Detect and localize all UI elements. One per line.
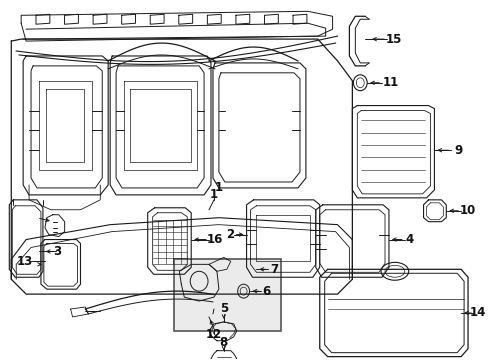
Text: 15: 15 (385, 33, 401, 46)
Bar (174, 260, 281, 331)
Text: 8: 8 (219, 336, 227, 349)
Text: 12: 12 (205, 328, 222, 341)
Text: 4: 4 (405, 233, 413, 246)
Text: 14: 14 (469, 306, 485, 319)
Text: 1: 1 (209, 188, 218, 201)
Text: 16: 16 (206, 233, 223, 246)
Text: 13: 13 (17, 255, 33, 268)
Text: 9: 9 (453, 144, 461, 157)
Text: 7: 7 (270, 263, 278, 276)
Text: 3: 3 (54, 245, 61, 258)
Text: 10: 10 (459, 204, 475, 217)
Text: 1: 1 (214, 181, 223, 194)
Text: 2: 2 (225, 228, 233, 241)
Text: 11: 11 (382, 76, 398, 89)
Text: 5: 5 (219, 302, 227, 315)
Text: 6: 6 (262, 285, 270, 298)
